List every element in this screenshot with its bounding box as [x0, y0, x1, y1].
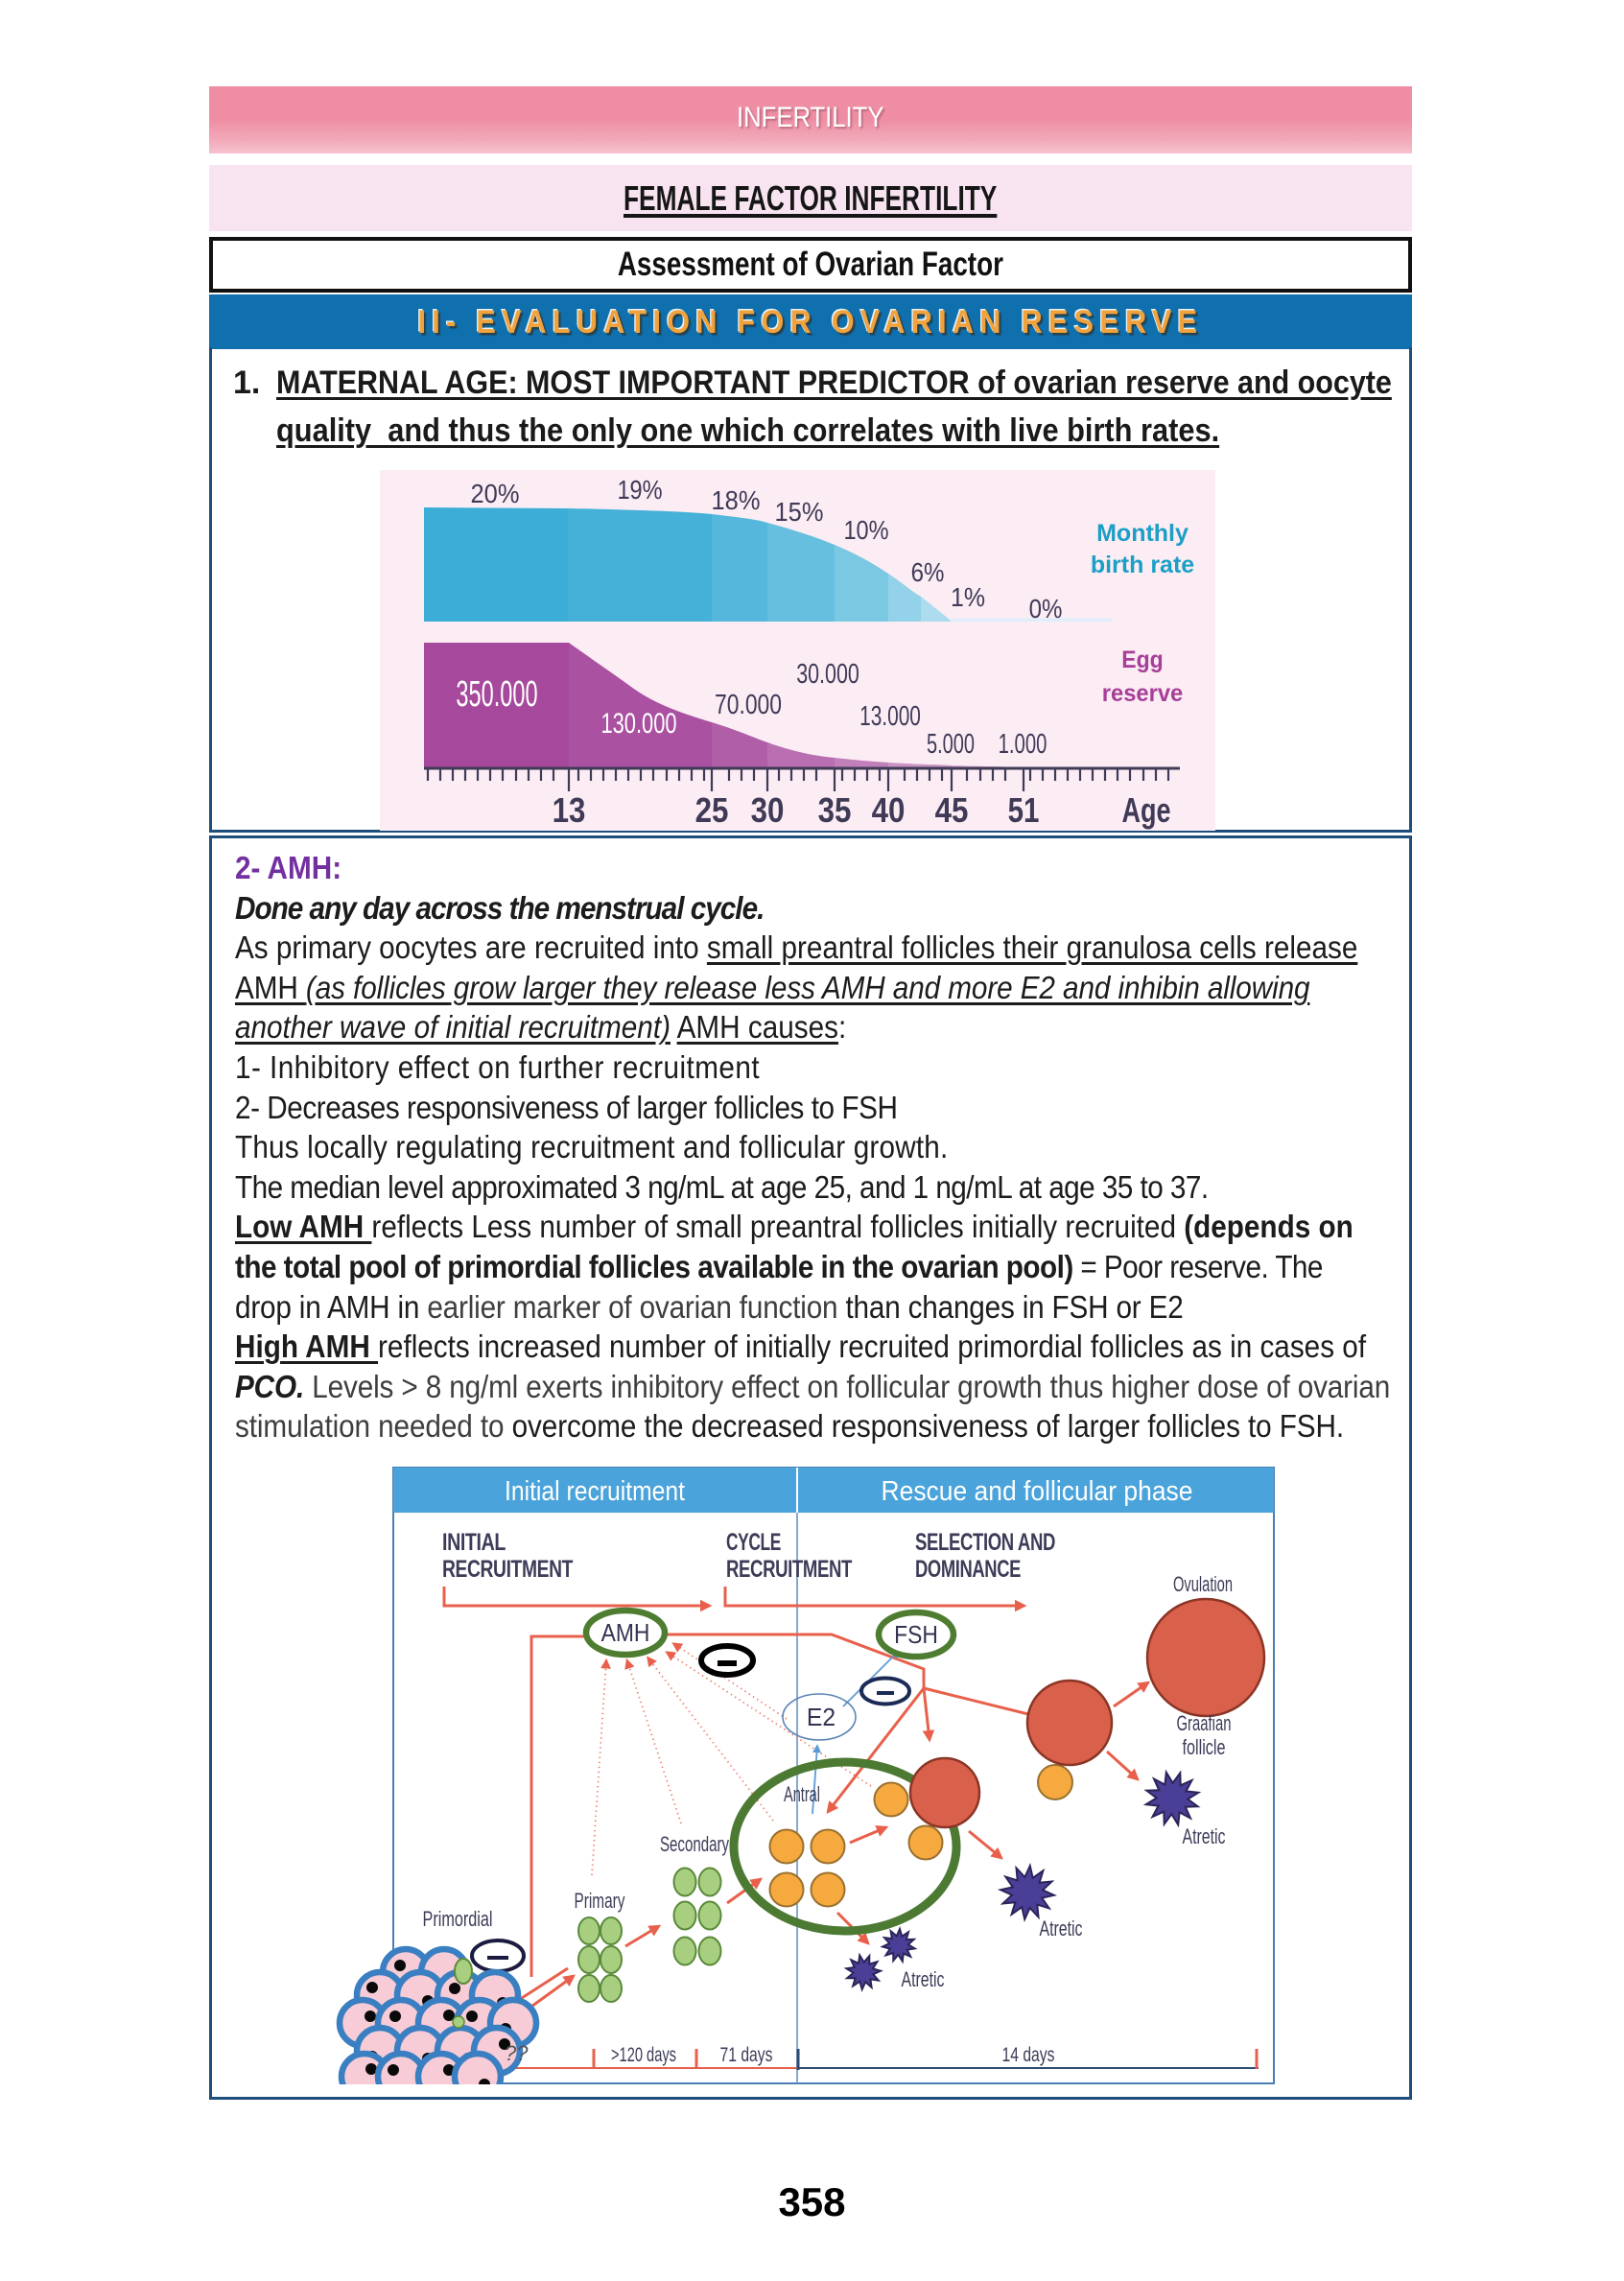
- svg-text:25: 25: [695, 791, 729, 831]
- svg-text:Atretic: Atretic: [1040, 1917, 1083, 1940]
- svg-text:35: 35: [818, 791, 852, 831]
- svg-text:>120 days: >120 days: [611, 2044, 676, 2066]
- svg-text:Rescue and follicular phase: Rescue and follicular phase: [882, 1476, 1193, 1507]
- svg-text:1%: 1%: [951, 582, 985, 613]
- svg-text:Egg: Egg: [1121, 647, 1163, 673]
- svg-text:RECRUITMENT: RECRUITMENT: [726, 1556, 852, 1583]
- svg-text:14 days: 14 days: [1002, 2044, 1055, 2066]
- svg-text:130.000: 130.000: [600, 707, 676, 740]
- svg-text:Ovulation: Ovulation: [1173, 1572, 1233, 1596]
- svg-text:Antral: Antral: [784, 1782, 820, 1806]
- svg-text:40: 40: [872, 791, 906, 831]
- svg-text:follicle: follicle: [1183, 1735, 1226, 1759]
- svg-text:45: 45: [935, 791, 969, 831]
- svg-text:birth rate: birth rate: [1091, 552, 1194, 578]
- svg-text:1.000: 1.000: [999, 729, 1047, 760]
- svg-text:10%: 10%: [843, 516, 888, 545]
- svg-text:5.000: 5.000: [927, 728, 975, 760]
- svg-text:Atretic: Atretic: [902, 1967, 945, 1991]
- svg-text:SELECTION AND: SELECTION AND: [915, 1529, 1055, 1556]
- svg-text:30: 30: [751, 791, 785, 831]
- svg-text:6%: 6%: [911, 556, 945, 587]
- svg-text:71 days: 71 days: [720, 2044, 773, 2066]
- svg-text:??: ??: [505, 2041, 529, 2065]
- svg-text:Initial recruitment: Initial recruitment: [505, 1476, 685, 1507]
- svg-text:70.000: 70.000: [715, 688, 782, 719]
- svg-text:30.000: 30.000: [796, 659, 859, 690]
- svg-text:FSH: FSH: [894, 1622, 938, 1650]
- svg-text:Primordial: Primordial: [423, 1907, 493, 1931]
- svg-text:Atretic: Atretic: [1183, 1824, 1226, 1848]
- svg-text:Secondary: Secondary: [660, 1832, 729, 1856]
- svg-text:13: 13: [553, 791, 586, 831]
- svg-text:19%: 19%: [617, 476, 662, 505]
- svg-text:RECRUITMENT: RECRUITMENT: [442, 1556, 573, 1583]
- svg-text:E2: E2: [807, 1704, 836, 1731]
- svg-text:350.000: 350.000: [456, 672, 537, 714]
- svg-text:reserve: reserve: [1102, 680, 1184, 707]
- svg-text:CYCLE: CYCLE: [726, 1529, 781, 1556]
- svg-text:Age: Age: [1122, 790, 1171, 830]
- svg-text:INITIAL: INITIAL: [442, 1529, 506, 1556]
- svg-text:13.000: 13.000: [859, 701, 921, 732]
- svg-text:DOMINANCE: DOMINANCE: [915, 1556, 1021, 1583]
- svg-text:20%: 20%: [471, 479, 520, 508]
- svg-text:Monthly: Monthly: [1096, 520, 1189, 547]
- svg-text:18%: 18%: [712, 485, 761, 515]
- svg-text:0%: 0%: [1029, 593, 1063, 623]
- svg-text:15%: 15%: [775, 497, 824, 527]
- svg-text:51: 51: [1008, 790, 1040, 829]
- svg-text:Primary: Primary: [575, 1889, 625, 1913]
- svg-text:Graafian: Graafian: [1177, 1711, 1232, 1735]
- svg-text:AMH: AMH: [601, 1620, 650, 1648]
